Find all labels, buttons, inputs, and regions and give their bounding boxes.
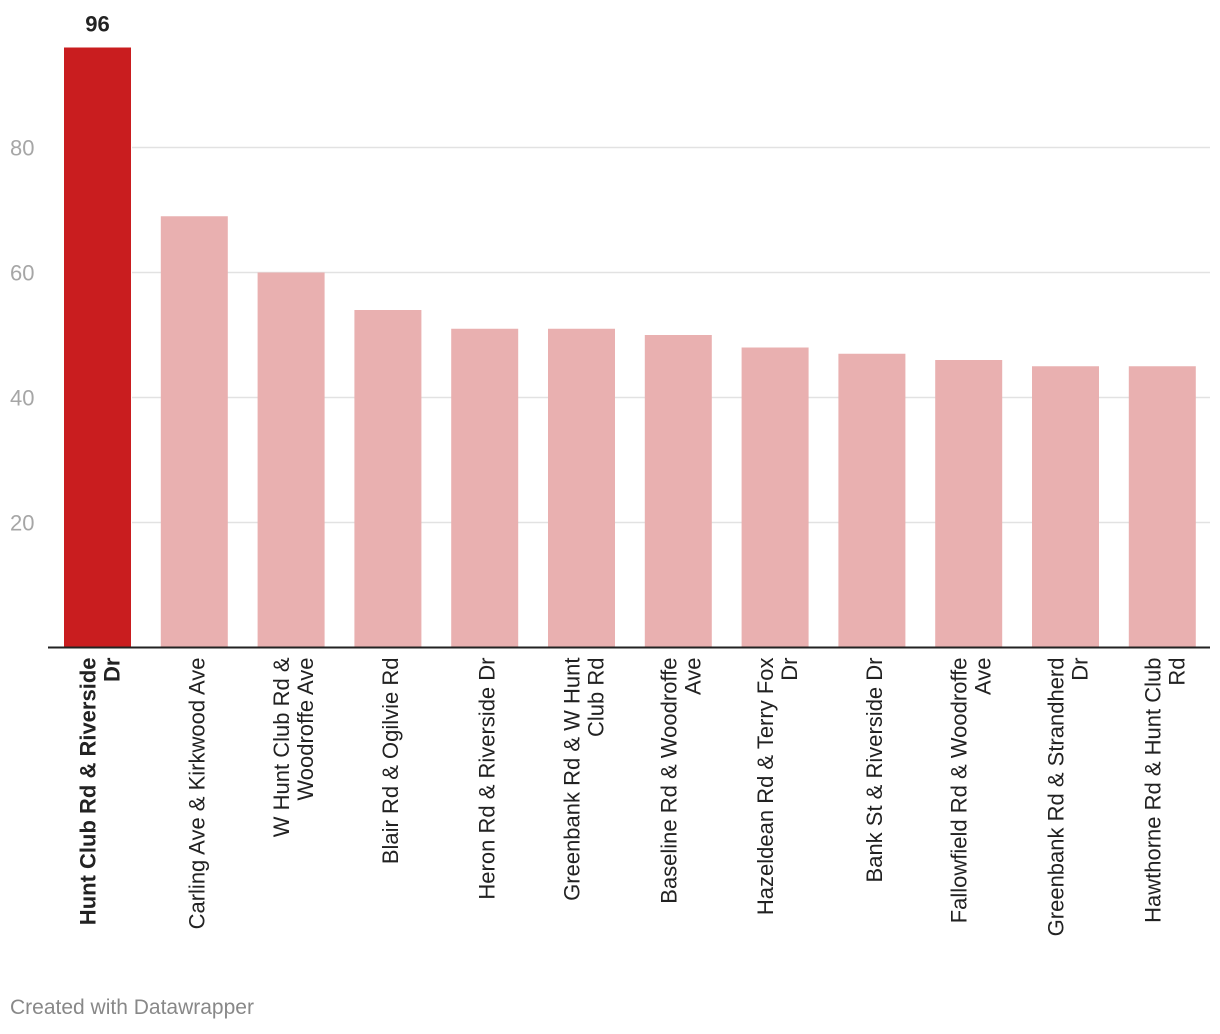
x-tick-label-line: Rd: [1164, 658, 1189, 686]
x-tick-label-line: Fallowfield Rd & Woodroffe: [947, 658, 972, 924]
x-tick-label: Bank St & Riverside Dr: [862, 658, 887, 883]
bar: [838, 353, 906, 648]
x-tick-labels: Hunt Club Rd & RiversideDr Carling Ave & …: [76, 657, 1190, 936]
x-tick-label-line: Ave: [680, 658, 705, 696]
x-tick-label: Blair Rd & Ogilvie Rd: [378, 658, 403, 865]
x-tick-label-line: Club Rd: [584, 658, 609, 737]
x-tick-label: Fallowfield Rd & WoodroffeAve: [947, 658, 996, 924]
x-tick-label-line: Hunt Club Rd & Riverside: [76, 658, 101, 926]
x-tick-label-line: Dr: [1068, 658, 1093, 681]
x-tick-label: Hazeldean Rd & Terry FoxDr: [753, 658, 802, 916]
bar: [548, 328, 615, 648]
x-tick-label-line: Bank St & Riverside Dr: [862, 658, 887, 883]
x-tick-label: Hunt Club Rd & RiversideDr: [76, 657, 125, 925]
x-tick-label: Carling Ave & Kirkwood Ave: [184, 658, 209, 930]
x-tick-label-line: Hazeldean Rd & Terry Fox: [753, 658, 778, 916]
bar: [257, 272, 325, 648]
x-tick-label: Baseline Rd & WoodroffeAve: [656, 658, 705, 904]
bar: [451, 328, 519, 648]
bar: [741, 347, 809, 648]
x-tick-label-line: Ave: [971, 658, 996, 696]
x-tick-label-line: Woodroffe Ave: [293, 658, 318, 801]
bar: [1032, 366, 1099, 648]
y-tick-label: 40: [10, 386, 34, 411]
bar: [935, 360, 1003, 648]
x-tick-label-line: Carling Ave & Kirkwood Ave: [184, 658, 209, 930]
y-tick-labels: 20 40 60 80: [10, 136, 34, 536]
credit-footer[interactable]: Created with Datawrapper: [10, 996, 254, 1019]
x-tick-label: Greenbank Rd & StrandherdDr: [1044, 658, 1093, 937]
bar: [644, 335, 712, 648]
x-tick-label: Hawthorne Rd & Hunt ClubRd: [1140, 658, 1189, 923]
x-tick-label-line: Greenbank Rd & W Hunt: [560, 658, 585, 901]
data-label: 96: [85, 12, 109, 37]
x-tick-label-line: Heron Rd & Riverside Dr: [475, 658, 500, 900]
x-tick-label: Heron Rd & Riverside Dr: [475, 658, 500, 900]
x-tick-label-line: Blair Rd & Ogilvie Rd: [378, 658, 403, 865]
x-tick-label-line: W Hunt Club Rd &: [269, 657, 294, 837]
bars: [64, 47, 1196, 648]
bar: [354, 310, 422, 648]
bar: [1128, 366, 1196, 648]
x-tick-label-line: Baseline Rd & Woodroffe: [656, 658, 681, 904]
y-tick-label: 60: [10, 261, 34, 286]
y-tick-label: 20: [10, 511, 34, 536]
x-tick-label-line: Greenbank Rd & Strandherd: [1044, 658, 1069, 937]
x-tick-label: Greenbank Rd & W HuntClub Rd: [560, 658, 609, 901]
x-tick-label-line: Dr: [777, 658, 802, 681]
x-tick-label: W Hunt Club Rd &Woodroffe Ave: [269, 657, 318, 837]
x-tick-label-line: Dr: [100, 657, 125, 682]
y-tick-label: 80: [10, 136, 34, 161]
bar: [64, 47, 131, 648]
bar: [160, 216, 228, 648]
x-tick-label-line: Hawthorne Rd & Hunt Club: [1140, 658, 1165, 923]
